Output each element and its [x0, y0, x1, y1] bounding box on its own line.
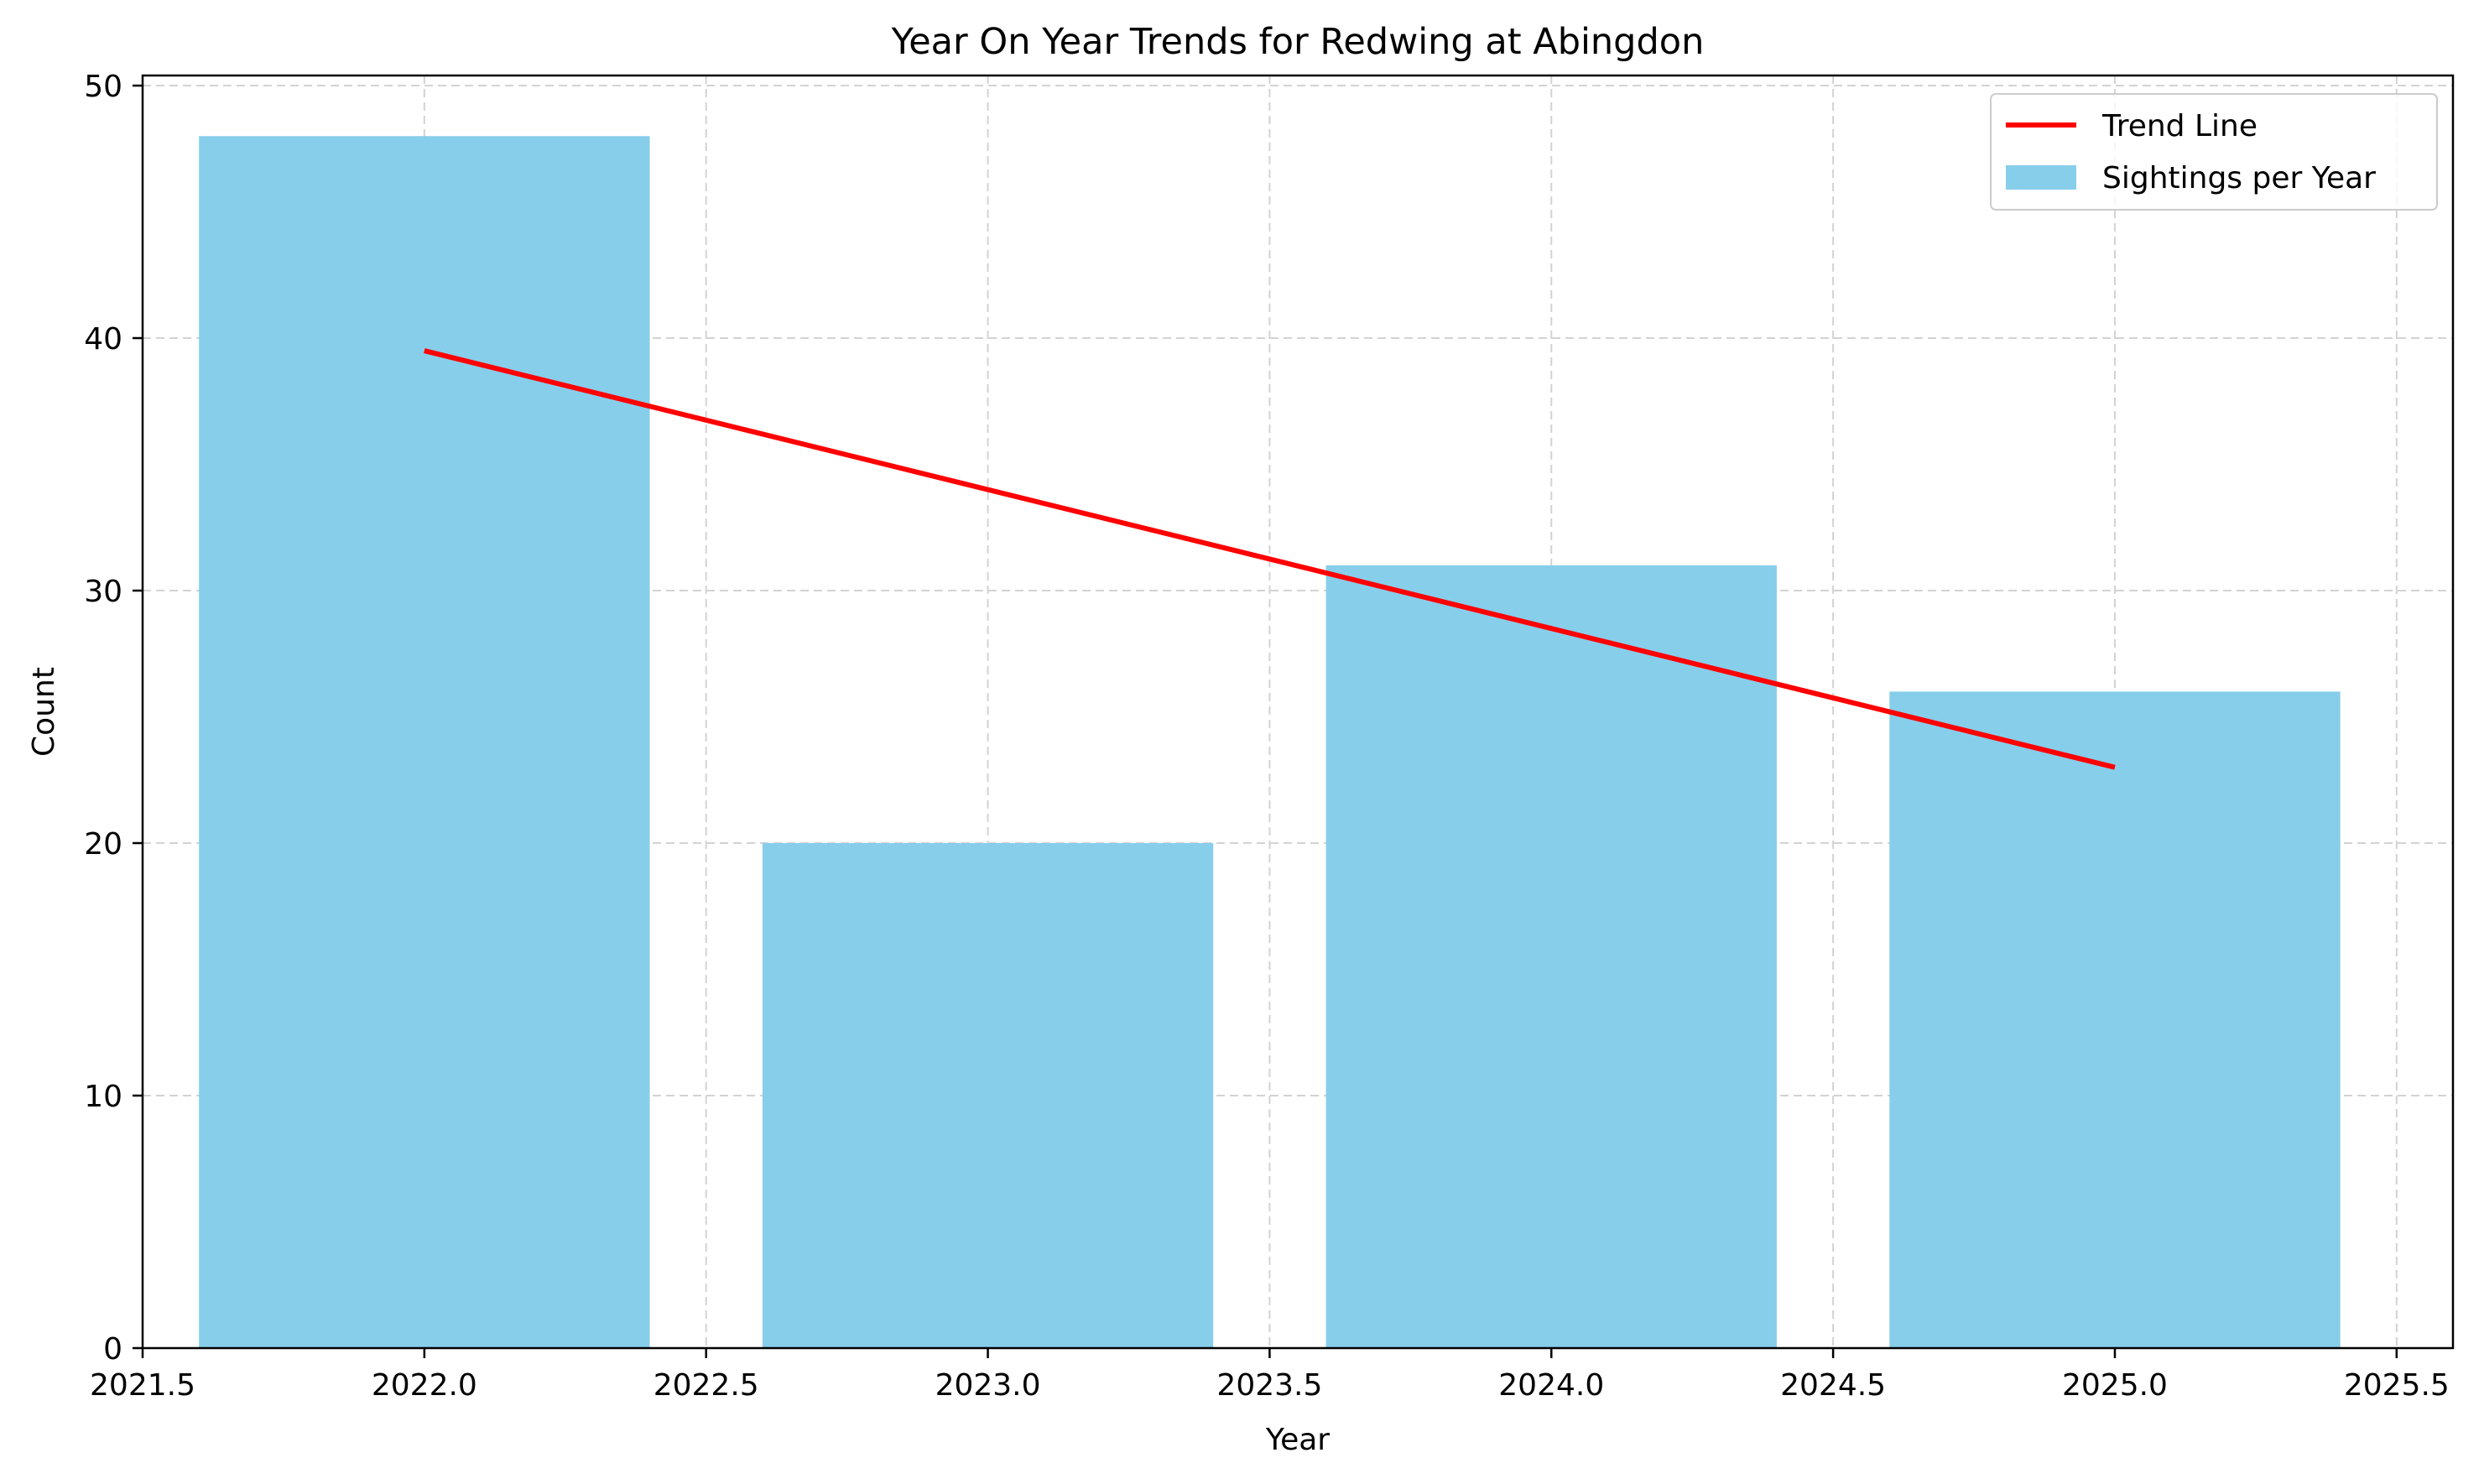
x-axis-label: Year: [1265, 1423, 1330, 1457]
x-tick-label: 2023.5: [1216, 1368, 1322, 1403]
x-tick-label: 2021.5: [90, 1368, 195, 1403]
legend-label-trend: Trend Line: [2101, 109, 2257, 143]
x-tick-label: 2025.5: [2344, 1368, 2450, 1403]
y-tick-label: 20: [84, 827, 122, 862]
plot-frame: [141, 74, 2455, 1350]
y-axis-label: Count: [27, 667, 61, 757]
trend-line: [424, 348, 2116, 770]
y-tick-label: 0: [103, 1332, 122, 1367]
bar-sightings-2024: [1325, 565, 1777, 1348]
bar-sightings-2023: [762, 843, 1214, 1348]
legend-label-sightings: Sightings per Year: [2102, 161, 2376, 195]
y-tick-label: 40: [84, 322, 122, 357]
bar-sightings-2025: [1889, 691, 2341, 1348]
x-tick-label: 2022.0: [372, 1368, 477, 1403]
legend-bar-swatch: [2006, 165, 2076, 190]
tick-layer: 2021.5 2022.0 2022.5 2023.0 2023.5 2024.0 2024…: [84, 70, 2450, 1403]
legend: Trend Line Sightings per Year: [1990, 93, 2438, 211]
bar-sightings-2022: [199, 136, 650, 1349]
x-tick-label: 2023.0: [935, 1368, 1041, 1403]
y-tick-label: 10: [84, 1080, 122, 1114]
chart-title: Year On Year Trends for Redwing at Abing…: [891, 21, 1705, 63]
x-tick-label: 2022.5: [654, 1368, 759, 1403]
y-tick-label: 30: [84, 575, 122, 609]
line-layer: [424, 348, 2116, 770]
x-tick-label: 2025.0: [2062, 1368, 2168, 1403]
legend-box: [1990, 93, 2438, 211]
y-tick-label: 50: [84, 70, 122, 104]
bar-layer: [199, 136, 2341, 1349]
x-tick-label: 2024.5: [1780, 1368, 1886, 1403]
x-tick-label: 2024.0: [1498, 1368, 1604, 1403]
